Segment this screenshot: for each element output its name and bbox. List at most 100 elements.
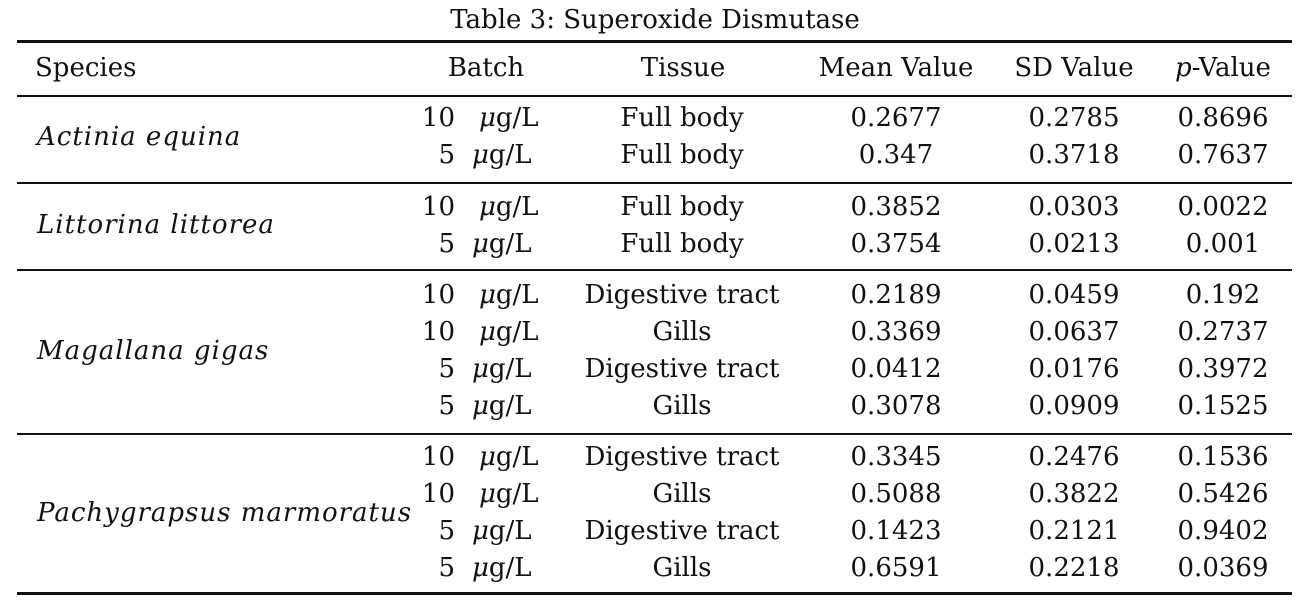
batch-unit: μg/L — [479, 101, 539, 135]
mean-value-cell: 0.1423 — [850, 516, 942, 546]
unit-mu-symbol: μ — [479, 192, 496, 222]
batch-dose: 5 — [438, 140, 455, 170]
unit-mu-symbol: μ — [479, 103, 496, 133]
unit-text: g/L — [488, 354, 532, 384]
batch-unit: μg/L — [479, 477, 539, 511]
p-value-cell: 0.1536 — [1177, 442, 1269, 472]
batch-dose: 10 — [421, 280, 455, 310]
sd-value-cell: 0.0303 — [1028, 192, 1120, 222]
mean-value-cell: 0.3852 — [850, 192, 942, 222]
batch-dose: 10 — [421, 103, 455, 133]
mean-value-cell: 0.5088 — [850, 479, 942, 509]
header-p-letter: p — [1175, 53, 1192, 83]
batch-unit: μg/L — [479, 440, 539, 474]
mean-value-cell: 0.3369 — [850, 317, 942, 347]
batch-dose: 10 — [421, 479, 455, 509]
mean-value-cell: 0.2189 — [850, 280, 942, 310]
sd-value-cell: 0.0459 — [1028, 280, 1120, 310]
unit-text: g/L — [495, 317, 539, 347]
batch-unit: μg/L — [472, 514, 532, 548]
tissue-cell: Full body — [620, 103, 744, 133]
header-mean-value: Mean Value — [818, 53, 974, 83]
batch-dose: 10 — [421, 192, 455, 222]
sd-value-cell: 0.2476 — [1028, 442, 1120, 472]
batch-dose: 5 — [438, 553, 455, 583]
tissue-cell: Digestive tract — [584, 354, 780, 384]
sd-value-cell: 0.0176 — [1028, 354, 1120, 384]
batch-unit: μg/L — [479, 278, 539, 312]
tissue-cell: Digestive tract — [584, 516, 780, 546]
unit-text: g/L — [495, 103, 539, 133]
batch-unit: μg/L — [472, 227, 532, 261]
unit-mu-symbol: μ — [472, 140, 489, 170]
p-value-cell: 0.9402 — [1177, 516, 1269, 546]
p-value-cell: 0.1525 — [1177, 391, 1269, 421]
unit-mu-symbol: μ — [479, 442, 496, 472]
p-value-cell: 0.3972 — [1177, 354, 1269, 384]
sd-value-cell: 0.0637 — [1028, 317, 1120, 347]
group-separator-rule — [17, 182, 1292, 184]
unit-mu-symbol: μ — [472, 516, 489, 546]
tissue-cell: Gills — [652, 479, 712, 509]
batch-dose: 5 — [438, 516, 455, 546]
batch-unit: μg/L — [472, 551, 532, 585]
species-name: Actinia equina — [37, 122, 242, 152]
sd-value-cell: 0.0213 — [1028, 229, 1120, 259]
sd-value-cell: 0.3718 — [1028, 140, 1120, 170]
sd-value-cell: 0.2218 — [1028, 553, 1120, 583]
species-name: Pachygrapsus marmoratus — [37, 498, 413, 528]
batch-dose: 5 — [438, 229, 455, 259]
unit-text: g/L — [495, 192, 539, 222]
batch-unit: μg/L — [479, 190, 539, 224]
mean-value-cell: 0.3754 — [850, 229, 942, 259]
p-value-cell: 0.2737 — [1177, 317, 1269, 347]
unit-text: g/L — [488, 140, 532, 170]
tissue-cell: Gills — [652, 553, 712, 583]
tissue-cell: Full body — [620, 140, 744, 170]
species-name: Magallana gigas — [37, 336, 270, 366]
batch-dose: 5 — [438, 391, 455, 421]
sd-value-cell: 0.3822 — [1028, 479, 1120, 509]
unit-text: g/L — [488, 553, 532, 583]
tissue-cell: Gills — [652, 317, 712, 347]
unit-mu-symbol: μ — [472, 553, 489, 583]
mean-value-cell: 0.6591 — [850, 553, 942, 583]
batch-unit: μg/L — [472, 138, 532, 172]
batch-unit: μg/L — [472, 389, 532, 423]
batch-dose: 5 — [438, 354, 455, 384]
unit-text: g/L — [495, 479, 539, 509]
p-value-cell: 0.7637 — [1177, 140, 1269, 170]
tissue-cell: Digestive tract — [584, 280, 780, 310]
unit-mu-symbol: μ — [479, 280, 496, 310]
sd-value-cell: 0.2785 — [1028, 103, 1120, 133]
sd-value-cell: 0.0909 — [1028, 391, 1120, 421]
p-value-cell: 0.001 — [1185, 229, 1261, 259]
header-sd-value: SD Value — [1014, 53, 1134, 83]
group-separator-rule — [17, 433, 1292, 435]
unit-mu-symbol: μ — [472, 229, 489, 259]
top-rule — [17, 40, 1292, 43]
batch-unit: μg/L — [479, 315, 539, 349]
p-value-cell: 0.0022 — [1177, 192, 1269, 222]
header-p-suffix: -Value — [1191, 53, 1271, 83]
table-caption: Table 3: Superoxide Dismutase — [450, 5, 860, 35]
unit-mu-symbol: μ — [472, 354, 489, 384]
p-value-cell: 0.5426 — [1177, 479, 1269, 509]
unit-text: g/L — [495, 442, 539, 472]
header-rule — [17, 95, 1292, 97]
species-name: Littorina littorea — [37, 210, 275, 240]
mean-value-cell: 0.347 — [858, 140, 934, 170]
unit-mu-symbol: μ — [479, 479, 496, 509]
sd-value-cell: 0.2121 — [1028, 516, 1120, 546]
batch-dose: 10 — [421, 442, 455, 472]
batch-unit: μg/L — [472, 352, 532, 386]
header-tissue: Tissue — [640, 53, 726, 83]
p-value-cell: 0.0369 — [1177, 553, 1269, 583]
unit-text: g/L — [488, 391, 532, 421]
unit-text: g/L — [495, 280, 539, 310]
header-p-value: p-Value — [1175, 51, 1271, 85]
header-batch: Batch — [447, 53, 525, 83]
group-separator-rule — [17, 269, 1292, 271]
unit-mu-symbol: μ — [479, 317, 496, 347]
